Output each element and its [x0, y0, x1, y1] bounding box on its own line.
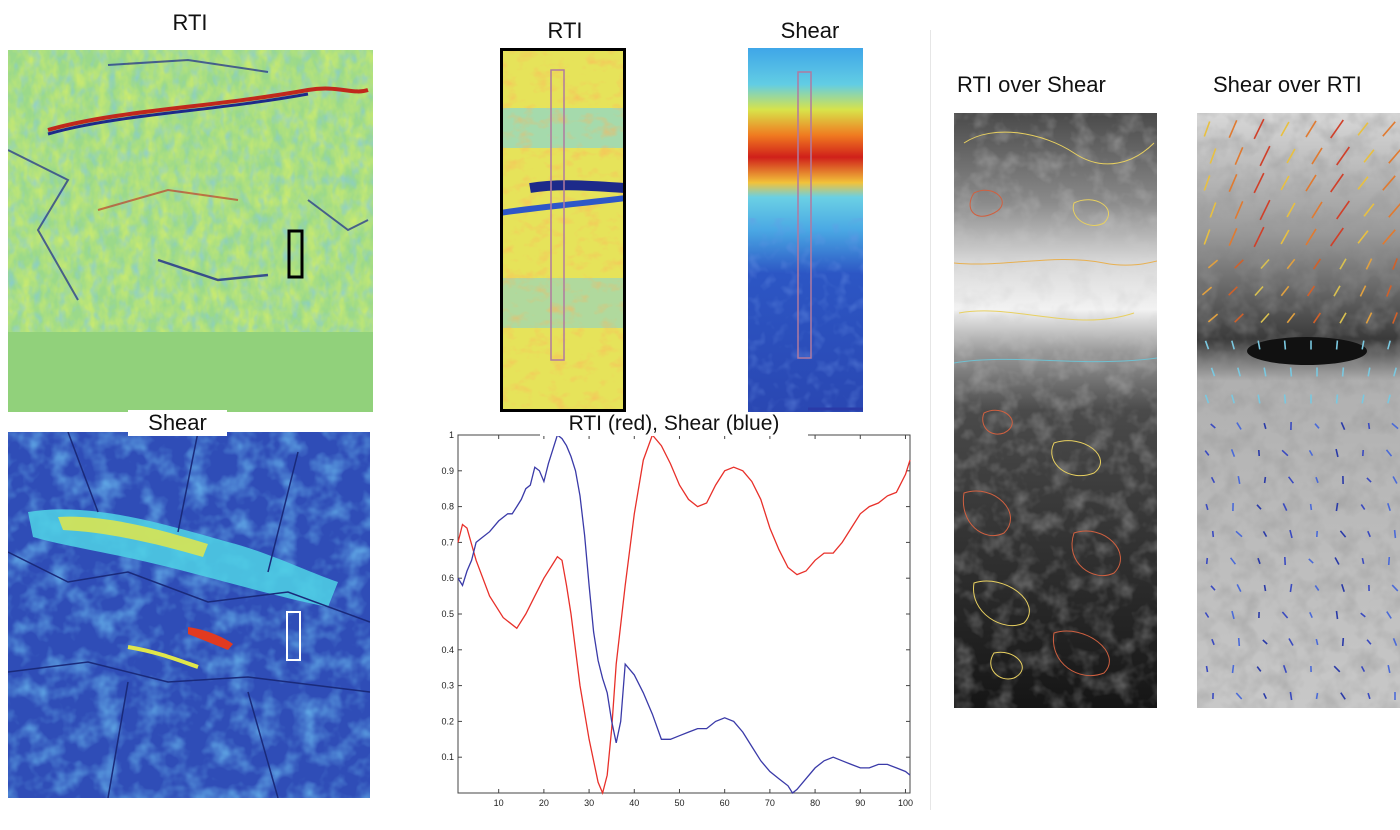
shear-vector-glyph: [1213, 531, 1214, 537]
shear-vector-glyph: [1337, 341, 1338, 350]
shear-crop-title: Shear: [765, 18, 855, 44]
rti-over-shear-title: RTI over Shear: [957, 72, 1127, 98]
y-tick-label: 0.1: [441, 752, 454, 762]
y-tick-label: 0.6: [441, 573, 454, 583]
shear-vector-glyph: [1233, 665, 1234, 673]
x-tick-label: 80: [810, 798, 820, 808]
rti-large-title: RTI: [140, 10, 240, 36]
shear-vector-glyph: [1265, 585, 1266, 591]
line-chart-svg: 0.1 0.2 0.3 0.4 0.5 0.6 0.7 0.8 0.9 1 10 20 30 40 50 60…: [428, 425, 928, 820]
shear-vector-glyph: [1389, 557, 1390, 565]
x-tick-label: 100: [898, 798, 913, 808]
shear-over-rti-map: [1197, 113, 1400, 708]
y-tick-label: 0.7: [441, 537, 454, 547]
shear-vector-glyph: [1265, 477, 1266, 483]
shear-over-rti-title: Shear over RTI: [1213, 72, 1393, 98]
y-tick-label: 0.3: [441, 681, 454, 691]
shear-vector-glyph: [1207, 558, 1208, 564]
shear-vector-glyph: [1291, 368, 1292, 377]
chart-title: RTI (red), Shear (blue): [540, 412, 808, 436]
shear-vector-glyph: [1343, 368, 1344, 377]
y-tick-label: 0.2: [441, 716, 454, 726]
x-tick-label: 20: [539, 798, 549, 808]
x-tick-label: 50: [674, 798, 684, 808]
rti-crop-title: RTI: [525, 18, 605, 44]
y-tick-label: 0.9: [441, 466, 454, 476]
shear-vector-glyph: [1337, 395, 1338, 404]
x-tick-label: 30: [584, 798, 594, 808]
shear-vector-glyph: [1369, 423, 1370, 429]
x-tick-label: 10: [494, 798, 504, 808]
x-tick-label: 40: [629, 798, 639, 808]
panel-separator: [930, 30, 931, 810]
shear-vector-glyph: [1343, 638, 1344, 646]
y-tick-label: 1: [449, 430, 454, 440]
shear-vector-glyph: [1239, 638, 1240, 646]
line-chart: 0.1 0.2 0.3 0.4 0.5 0.6 0.7 0.8 0.9 1 10 20 30 40 50 60…: [428, 425, 928, 820]
shear-vector-glyph: [1207, 666, 1208, 672]
shear-vector-glyph: [1337, 611, 1338, 619]
shear-vector-glyph: [1311, 504, 1312, 510]
y-tick-label: 0.8: [441, 502, 454, 512]
shear-large-title: Shear: [128, 410, 227, 436]
rti-over-shear-map: [954, 113, 1157, 708]
shear-vector-glyph: [1285, 395, 1286, 404]
y-tick-label: 0.5: [441, 609, 454, 619]
x-tick-label: 60: [720, 798, 730, 808]
rti-crop-map: [500, 48, 626, 412]
shear-crop-map: [748, 48, 863, 412]
shear-vector-glyph: [1317, 693, 1318, 699]
x-tick-label: 70: [765, 798, 775, 808]
shear-vector-glyph: [1395, 530, 1396, 538]
shear-large-map: [8, 432, 370, 798]
rti-large-map: [8, 50, 373, 412]
x-tick-label: 90: [855, 798, 865, 808]
y-tick-label: 0.4: [441, 645, 454, 655]
shear-vector-glyph: [1285, 341, 1286, 350]
